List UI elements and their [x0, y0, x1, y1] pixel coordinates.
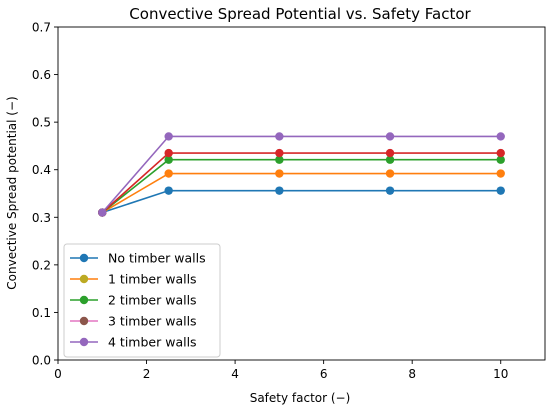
legend-label: No timber walls	[108, 251, 206, 266]
data-point	[275, 148, 284, 158]
y-axis-title: Convective Spread potential (−)	[5, 96, 19, 289]
y-tick-label: 0.7	[32, 21, 51, 35]
x-tick-label: 0	[54, 367, 62, 381]
legend-entry: 1 timber walls	[70, 272, 197, 287]
series-line	[102, 189, 501, 214]
series-no-timber-walls	[98, 186, 505, 217]
data-point	[496, 186, 505, 195]
y-tick-label: 0.3	[32, 211, 51, 225]
y-tick-label: 0.5	[32, 116, 51, 130]
x-tick-label: 10	[493, 367, 508, 381]
data-point	[98, 208, 107, 217]
legend-marker	[79, 316, 89, 326]
chart-title: Convective Spread Potential vs. Safety F…	[129, 5, 471, 23]
data-point	[385, 148, 395, 158]
y-tick-label: 0.2	[32, 258, 51, 272]
data-point	[496, 132, 505, 141]
data-point	[496, 169, 505, 178]
data-point	[385, 169, 395, 178]
legend-marker	[79, 253, 89, 263]
axes-frame	[57, 26, 546, 361]
x-axis-title: Safety factor (−)	[250, 391, 351, 405]
legend-entry: 3 timber walls	[70, 314, 197, 329]
legend-label: 4 timber walls	[108, 335, 197, 350]
series-line	[101, 152, 501, 214]
y-tick-label: 0.4	[32, 163, 51, 177]
data-point	[164, 186, 173, 195]
legend-entry: No timber walls	[70, 251, 206, 266]
data-point	[164, 169, 173, 178]
data-point	[275, 186, 284, 195]
legend-marker	[79, 295, 89, 305]
legend-marker	[79, 337, 89, 347]
data-point	[164, 148, 173, 158]
x-tick-label: 2	[143, 367, 151, 381]
y-tick-label: 0.0	[32, 354, 51, 368]
x-tick-label: 8	[408, 367, 416, 381]
data-point	[496, 155, 505, 164]
series-line	[101, 135, 501, 214]
y-tick-label: 0.1	[32, 306, 51, 320]
data-point	[275, 169, 284, 178]
plot-area: 0 2 4 6 8 10 0.0 0.1 0.2 0.3 0.4 0.5 0.6 0.7	[32, 21, 546, 381]
legend-marker	[79, 274, 89, 284]
series-line	[101, 158, 501, 214]
data-point	[164, 155, 173, 164]
series-2-timber-walls	[98, 155, 505, 217]
data-point	[385, 155, 395, 164]
data-point	[164, 132, 173, 141]
x-tick-label: 6	[320, 367, 328, 381]
data-point	[275, 155, 284, 164]
legend-entry: 4 timber walls	[70, 335, 197, 350]
data-point	[496, 148, 505, 158]
legend-label: 2 timber walls	[108, 293, 197, 308]
series-4-timber-walls	[98, 132, 505, 217]
data-point	[275, 132, 284, 141]
legend-label: 1 timber walls	[108, 272, 197, 287]
legend: No timber walls 1 timber walls 2 timber wa…	[63, 243, 221, 358]
legend-label: 3 timber walls	[108, 314, 197, 329]
y-tick-label: 0.6	[32, 68, 51, 82]
data-point	[385, 186, 395, 195]
series-1-timber-walls	[98, 169, 505, 217]
x-tick-label: 4	[231, 367, 239, 381]
data-point	[385, 132, 395, 141]
legend-box	[63, 243, 221, 358]
legend-entry: 2 timber walls	[70, 293, 197, 308]
